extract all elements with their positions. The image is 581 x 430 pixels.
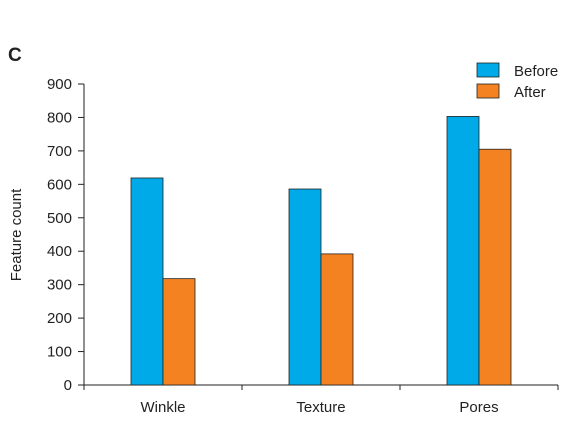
legend-label-before: Before bbox=[514, 63, 558, 80]
y-ticks: 0 100 200 300 400 500 600 700 800 900 bbox=[47, 76, 84, 394]
x-tick-label-texture: Texture bbox=[296, 399, 345, 416]
y-tick-label-100: 100 bbox=[47, 344, 72, 361]
y-tick-label-900: 900 bbox=[47, 76, 72, 93]
bar-before-winkle bbox=[130, 177, 164, 386]
y-tick-label-400: 400 bbox=[47, 243, 72, 260]
bar-before-pores bbox=[446, 116, 480, 386]
bar-after-winkle bbox=[162, 278, 196, 386]
y-tick-label-300: 300 bbox=[47, 277, 72, 294]
legend: Before After bbox=[476, 62, 558, 101]
x-tick-label-winkle: Winkle bbox=[140, 399, 185, 416]
x-tick-label-pores: Pores bbox=[459, 399, 498, 416]
legend-label-after: After bbox=[514, 84, 546, 101]
bars bbox=[130, 116, 512, 386]
y-axis-title: Feature count bbox=[8, 188, 25, 281]
y-tick-label-500: 500 bbox=[47, 210, 72, 227]
legend-item-before: Before bbox=[476, 62, 558, 80]
legend-item-after: After bbox=[476, 83, 546, 101]
y-tick-label-600: 600 bbox=[47, 176, 72, 193]
y-tick-label-200: 200 bbox=[47, 310, 72, 327]
legend-swatch-after bbox=[476, 83, 500, 99]
panel-label: C bbox=[8, 45, 22, 66]
legend-swatch-before bbox=[476, 62, 500, 78]
bar-after-pores bbox=[478, 148, 512, 386]
y-tick-label-0: 0 bbox=[64, 377, 72, 394]
bar-after-texture bbox=[320, 253, 354, 386]
bar-before-texture bbox=[288, 188, 322, 386]
x-ticks: Winkle Texture Pores bbox=[83, 385, 559, 416]
y-tick-label-800: 800 bbox=[47, 109, 72, 126]
y-tick-label-700: 700 bbox=[47, 143, 72, 160]
